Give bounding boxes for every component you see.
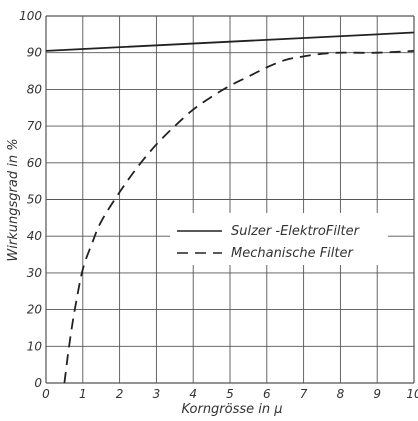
x-tick-label: 0 xyxy=(42,387,50,401)
x-tick-label: 4 xyxy=(189,387,197,401)
y-tick-label: 30 xyxy=(27,266,43,280)
legend-label-sulzer: Sulzer -ElektroFilter xyxy=(231,224,361,239)
y-tick-label: 60 xyxy=(27,156,43,170)
legend-background xyxy=(170,213,388,265)
series-layer xyxy=(45,31,415,384)
y-tick-label: 20 xyxy=(27,303,43,317)
series-line-sulzer-elektrofilter xyxy=(45,31,415,52)
legend-label-mechanisch: Mechanische Filter xyxy=(231,246,355,261)
x-tick-label: 5 xyxy=(226,387,234,401)
x-tick-label: 6 xyxy=(263,387,271,401)
y-tick-label: 40 xyxy=(27,229,43,243)
y-tick-label: 100 xyxy=(19,9,42,23)
x-tick-label: 2 xyxy=(116,387,124,401)
y-tick-label: 10 xyxy=(27,339,43,353)
grid-lines xyxy=(45,15,415,384)
x-tick-label: 7 xyxy=(300,387,308,401)
x-axis-title: Korngrösse in μ xyxy=(181,402,282,417)
x-tick-label: 10 xyxy=(406,387,418,401)
x-tick-label: 9 xyxy=(373,387,381,401)
y-tick-label: 70 xyxy=(27,119,43,133)
x-tick-label: 8 xyxy=(337,387,345,401)
y-tick-label: 90 xyxy=(27,46,43,60)
y-tick-label: 0 xyxy=(34,376,42,390)
series-line-mechanische-filter xyxy=(63,49,415,384)
legend: Sulzer -ElektroFilter Mechanische Filter xyxy=(170,213,388,265)
y-axis-title: Wirkungsgrad in % xyxy=(6,138,21,261)
x-tick-label: 1 xyxy=(79,387,87,401)
y-tick-label: 50 xyxy=(27,193,43,207)
x-tick-label: 3 xyxy=(153,387,161,401)
tick-labels: 0123456789100102030405060708090100 xyxy=(19,9,418,401)
y-tick-label: 80 xyxy=(27,82,43,96)
